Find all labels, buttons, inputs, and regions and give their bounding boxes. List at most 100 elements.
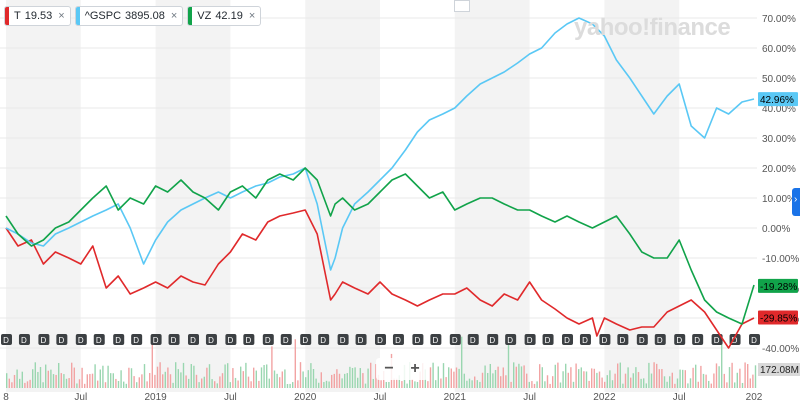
volume-bar	[453, 371, 455, 388]
volume-bar	[705, 374, 707, 388]
volume-bar	[65, 378, 68, 388]
close-icon[interactable]: ×	[58, 10, 65, 22]
x-tick-label: 202	[746, 392, 763, 403]
dividend-marker: D	[676, 336, 682, 345]
volume-bar	[78, 379, 81, 388]
zoom-out-button[interactable]: −	[384, 360, 394, 377]
legend-chip-gspc[interactable]: ^GSPC 3895.08 ×	[74, 6, 184, 26]
volume-bar	[650, 373, 653, 388]
dividend-marker: D	[171, 336, 177, 345]
volume-bar	[689, 378, 692, 388]
volume-bar	[169, 374, 172, 388]
dividend-marker: D	[283, 336, 289, 345]
volume-bar	[250, 381, 252, 388]
x-tick-label: Jul	[224, 392, 237, 403]
volume-bar	[344, 373, 346, 388]
volume-bar	[523, 365, 525, 388]
volume-bar	[198, 382, 200, 388]
volume-bar	[268, 378, 270, 388]
dividend-marker: D	[751, 336, 757, 345]
volume-bar	[575, 363, 577, 388]
volume-bar	[565, 363, 567, 388]
volume-bar	[396, 378, 398, 388]
volume-bar	[445, 377, 447, 388]
zoom-in-button[interactable]: +	[410, 360, 420, 377]
dividend-marker-box	[337, 334, 349, 345]
volume-bar	[695, 364, 697, 388]
gridlines	[0, 17, 757, 349]
volume-bar	[700, 365, 702, 388]
volume-bar	[611, 380, 614, 388]
volume-bar	[185, 375, 187, 388]
settings-box[interactable]	[454, 0, 470, 12]
volume-bar	[637, 372, 640, 388]
dividend-marker: D	[657, 336, 663, 345]
volume-bar	[107, 365, 109, 388]
dividend-marker: D	[96, 336, 102, 345]
legend-symbol: T	[14, 10, 21, 22]
volume-bar	[354, 367, 356, 388]
volume-bar	[539, 364, 541, 388]
volume-bar	[377, 374, 380, 388]
volume-bar	[281, 371, 283, 388]
dividend-marker-box	[692, 334, 704, 345]
close-icon[interactable]: ×	[248, 10, 256, 22]
dividend-marker: D	[395, 336, 401, 345]
volume-bar	[26, 381, 29, 388]
volume-bar	[125, 383, 127, 388]
volume-bar	[658, 369, 660, 388]
dividend-marker: D	[228, 336, 234, 345]
volume-bar	[682, 369, 684, 388]
volume-bar	[71, 362, 73, 388]
volume-bar	[115, 378, 117, 388]
close-icon[interactable]: ×	[170, 10, 178, 22]
volume-bar	[341, 378, 343, 388]
x-tick-label: 2021	[444, 392, 467, 403]
volume-bar	[338, 373, 341, 388]
volume-bar	[505, 375, 507, 388]
volume-bar	[632, 373, 634, 388]
volume-bar	[164, 371, 166, 388]
volume-bar	[414, 381, 416, 388]
volume-bar	[554, 364, 556, 388]
legend-chip-vz[interactable]: VZ 42.19 ×	[187, 6, 262, 26]
volume-bar	[102, 365, 104, 388]
volume-bar	[302, 371, 304, 388]
volume-bar	[247, 376, 250, 388]
volume-bar	[133, 376, 135, 388]
legend-value: 42.19	[215, 10, 243, 22]
volume-bar	[149, 373, 151, 388]
legend-chip-t[interactable]: T 19.53 ×	[4, 6, 71, 26]
volume-bar	[578, 369, 580, 388]
volume-bar	[609, 370, 611, 388]
volume-bar	[370, 362, 372, 388]
dividend-marker: D	[208, 336, 214, 345]
dividend-marker: D	[3, 336, 9, 345]
side-panel-tab[interactable]: ›	[792, 188, 800, 216]
volume-bar	[393, 378, 395, 388]
dividend-marker: D	[489, 336, 495, 345]
volume-bar	[310, 363, 312, 388]
dividend-marker-box	[392, 334, 404, 345]
volume-bar	[156, 366, 159, 388]
dividend-marker-box	[205, 334, 217, 345]
volume-bar	[227, 363, 229, 388]
volume-bar	[487, 372, 489, 388]
dividend-marker-box	[449, 334, 461, 345]
volume-bar	[172, 382, 174, 388]
volume-bar	[211, 379, 213, 388]
volume-bar	[669, 376, 671, 388]
dividend-marker: D	[153, 336, 159, 345]
dividend-marker: D	[320, 336, 326, 345]
volume-bar	[297, 380, 299, 388]
volume-bar	[55, 374, 57, 388]
volume-bar	[741, 382, 744, 388]
volume-bar	[32, 369, 34, 388]
legend-swatch-vz	[188, 7, 193, 25]
volume-bar	[263, 364, 265, 388]
volume-bar	[739, 368, 741, 388]
volume-bar	[518, 363, 520, 388]
dividend-marker-box	[262, 334, 274, 345]
volume-bar	[289, 383, 291, 388]
